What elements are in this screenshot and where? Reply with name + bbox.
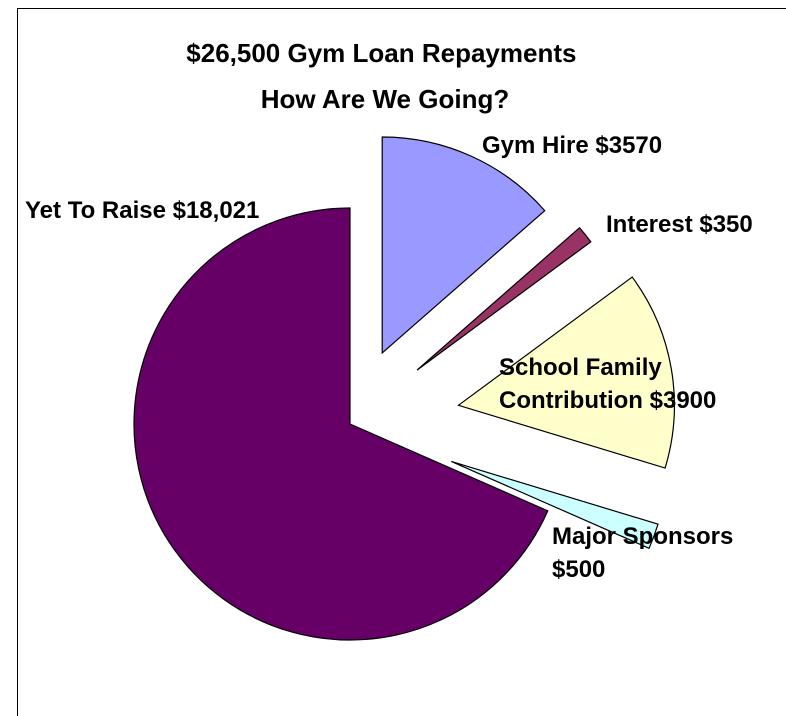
slice-label-2-line-0: School Family [499,354,662,381]
pie-slice-2 [457,276,675,469]
slice-label-1-line-0: Interest $350 [606,211,753,238]
pie-slice-0 [381,136,546,355]
slice-label-1: Interest $350 [606,211,753,238]
slice-label-2-line-1: Contribution $3900 [499,387,716,414]
pie-slices [133,136,675,641]
slice-label-3-line-0: Major Sponsors [552,523,733,550]
slice-label-3: Major Sponsors $500 [552,523,733,583]
pie-slice-3 [451,460,659,550]
slice-label-4: Yet To Raise $18,021 [25,197,259,224]
chart-title-line-2: How Are We Going? [261,84,509,114]
chart-title: $26,500 Gym Loan Repayments How Are We G… [186,38,583,114]
chart-title-line-1: $26,500 Gym Loan Repayments [186,38,576,68]
slice-label-2: School Family Contribution $3900 [499,354,716,414]
slice-label-0: Gym Hire $3570 [482,132,662,159]
pie-slice-4 [133,207,549,641]
slice-labels: Gym Hire $3570 Interest $350 School Family… [25,132,753,583]
slice-label-0-line-0: Gym Hire $3570 [482,132,662,159]
slice-label-3-line-1: $500 [552,556,605,583]
pie-slice-1 [416,226,592,371]
slice-label-4-line-0: Yet To Raise $18,021 [25,197,259,224]
